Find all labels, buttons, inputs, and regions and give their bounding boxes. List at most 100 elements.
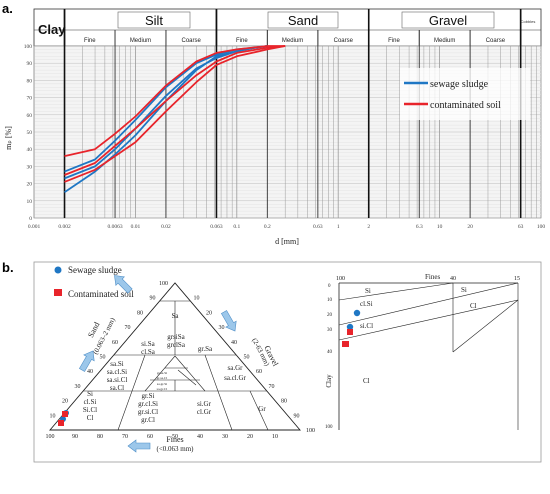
class-clay: Clay — [38, 22, 66, 37]
fines-tick-100: 100 — [336, 276, 345, 282]
curves — [63, 45, 286, 193]
fines-tick: 10 — [272, 434, 278, 440]
region-grclsa: grclSa — [167, 341, 186, 349]
region-si: Si — [87, 390, 93, 398]
subclass-labels: Fine Medium Coarse Fine Medium Coarse Fine Medi… — [84, 38, 506, 44]
size-class-header: Clay Silt Sand Gravel Cobbles Fine Medium… — [33, 8, 542, 47]
x-axis-label: d [mm] — [275, 237, 299, 246]
region-cl-gr: cl.Gr — [197, 408, 212, 416]
region-si-gr: si.Gr — [197, 400, 211, 408]
ternary-diagram: 10 10 10 20 20 20 30 30 30 40 40 40 50 50 50 60 60 60 70 70… — [46, 275, 316, 453]
gravel-tick: 10 — [194, 296, 200, 302]
region-sa-si-cl: sa.si.Cl — [107, 376, 128, 384]
clay-tick-20: 20 — [327, 313, 333, 318]
region-gr-si: gr.Si — [141, 392, 154, 400]
x-tick-label: 0.063 — [210, 224, 223, 230]
region-gr-sa-cl: gr.sa.Cl — [157, 376, 168, 380]
x-tick-label: 0.63 — [313, 224, 323, 230]
region-si-sa: si.Sa — [141, 340, 155, 348]
ternary-ticks: 10 10 10 20 20 20 30 30 30 40 40 40 50 50 50 60 60 60 70 70… — [46, 281, 316, 440]
fines-tick: 20 — [247, 434, 253, 440]
fines-tick-15: 15 — [514, 276, 520, 282]
region-sa-cl: sa.Cl — [110, 384, 124, 392]
sand-tick: 50 — [100, 355, 106, 361]
arrow-icon — [114, 275, 133, 294]
x-tick-label: 0.01 — [131, 224, 141, 230]
x-tick-label: 0.2 — [264, 224, 271, 230]
fines-region-si-2: Si — [461, 286, 467, 294]
fines-region-cl-si: cl.Si — [360, 300, 373, 308]
sand-tick: 80 — [137, 310, 143, 316]
subclass-gravel-fine: Fine — [388, 38, 400, 44]
x-tick-label: 0.002 — [58, 224, 71, 230]
ternary-region-labels: Sa si.Sa cl.Sa gr.Sa grsiSa grclSa sa.Si… — [83, 312, 266, 424]
clay-tick-100: 100 — [325, 425, 333, 430]
legend-label-sewage-sludge: sewage sludge — [430, 79, 489, 90]
gravel-tick: 70 — [269, 384, 275, 390]
subclass-sand-fine: Fine — [236, 38, 248, 44]
contaminated-soil-curve — [64, 45, 286, 157]
fines-sewage-point — [346, 323, 354, 331]
region-cl: Cl — [87, 414, 94, 422]
x-tick-label: 1 — [337, 224, 340, 230]
contaminated-soil-curve — [64, 45, 286, 183]
grading-plot: 0.001 0.002 0.0063 0.01 0.02 0.063 0.1 0.2 0.63 1… — [4, 9, 545, 246]
class-cobbles: Cobbles — [521, 19, 536, 24]
clay-tick-40: 40 — [327, 350, 333, 355]
fines-tick: 50 — [172, 434, 178, 440]
axis-fines-title: Fines — [166, 435, 183, 444]
region-gr-cl-si: gr.cl.Si — [138, 400, 158, 408]
subclass-gravel-coarse: Coarse — [486, 38, 506, 44]
region-cl-si: cl.Si — [84, 398, 97, 406]
fines-region-si: Si — [365, 287, 371, 295]
legend-marker-contaminated-soil — [54, 289, 62, 296]
region-gr-sa: gr.Sa — [198, 345, 213, 353]
sand-tick: 40 — [87, 369, 93, 375]
class-gravel: Gravel — [429, 13, 467, 28]
x-tick-label: 0.001 — [28, 224, 41, 230]
x-tick-label: 10 — [437, 224, 443, 230]
x-tick-label: 0.0063 — [107, 224, 122, 230]
panel-b-label: b. — [2, 260, 14, 275]
legend-label-sewage-sludge-b: Sewage sludge — [68, 265, 122, 275]
x-tick-label: 2 — [367, 224, 370, 230]
axis-ticks: 0.001 0.002 0.0063 0.01 0.02 0.063 0.1 0.2 0.63 1… — [24, 44, 546, 230]
gravel-tick: 100 — [306, 428, 315, 434]
subclass-sand-coarse: Coarse — [334, 38, 354, 44]
region-sa-gr: sa.Gr — [228, 364, 244, 372]
gravel-tick: 50 — [244, 355, 250, 361]
arrow-icon — [127, 439, 151, 453]
y-tick-label: 60 — [27, 113, 33, 119]
fines-contaminated-point — [347, 329, 353, 335]
fines-tick: 70 — [122, 434, 128, 440]
region-cl-sa: cl.Sa — [141, 348, 156, 356]
contaminated-soil-point — [58, 420, 64, 426]
x-tick-label: 0.1 — [233, 224, 240, 230]
legend-label-contaminated-soil: contaminated soil — [430, 100, 501, 111]
sand-tick: 100 — [159, 281, 168, 287]
sand-tick: 90 — [150, 296, 156, 302]
x-tick-label: 100 — [537, 224, 546, 230]
sand-tick: 60 — [112, 340, 118, 346]
clay-axis-title: Clay — [325, 374, 333, 388]
region-sa-si: sa.Si — [110, 360, 123, 368]
legend-a: sewage sludge contaminated soil — [400, 68, 530, 120]
y-axis-label: mₚ [%] — [4, 126, 13, 150]
ternary-data-points — [58, 410, 69, 426]
y-tick-label: 10 — [27, 199, 33, 205]
fines-region-cl-2: Cl — [470, 302, 477, 310]
fines-region-si-cl: si.Cl — [360, 322, 373, 330]
gravel-tick: 80 — [281, 399, 287, 405]
axis-fines-range: (<0.063 mm) — [157, 445, 195, 453]
y-tick-label: 20 — [27, 182, 33, 188]
clay-tick-10: 10 — [327, 298, 333, 303]
x-tick-label: 6.3 — [416, 224, 423, 230]
fines-region-cl: Cl — [363, 377, 370, 385]
region-gr: Gr — [258, 405, 266, 413]
y-tick-label: 90 — [27, 61, 33, 67]
fines-title: Fines — [425, 273, 440, 281]
clay-tick-0: 0 — [328, 284, 331, 289]
subclass-sand-medium: Medium — [282, 38, 303, 44]
x-tick-label: 20 — [467, 224, 473, 230]
